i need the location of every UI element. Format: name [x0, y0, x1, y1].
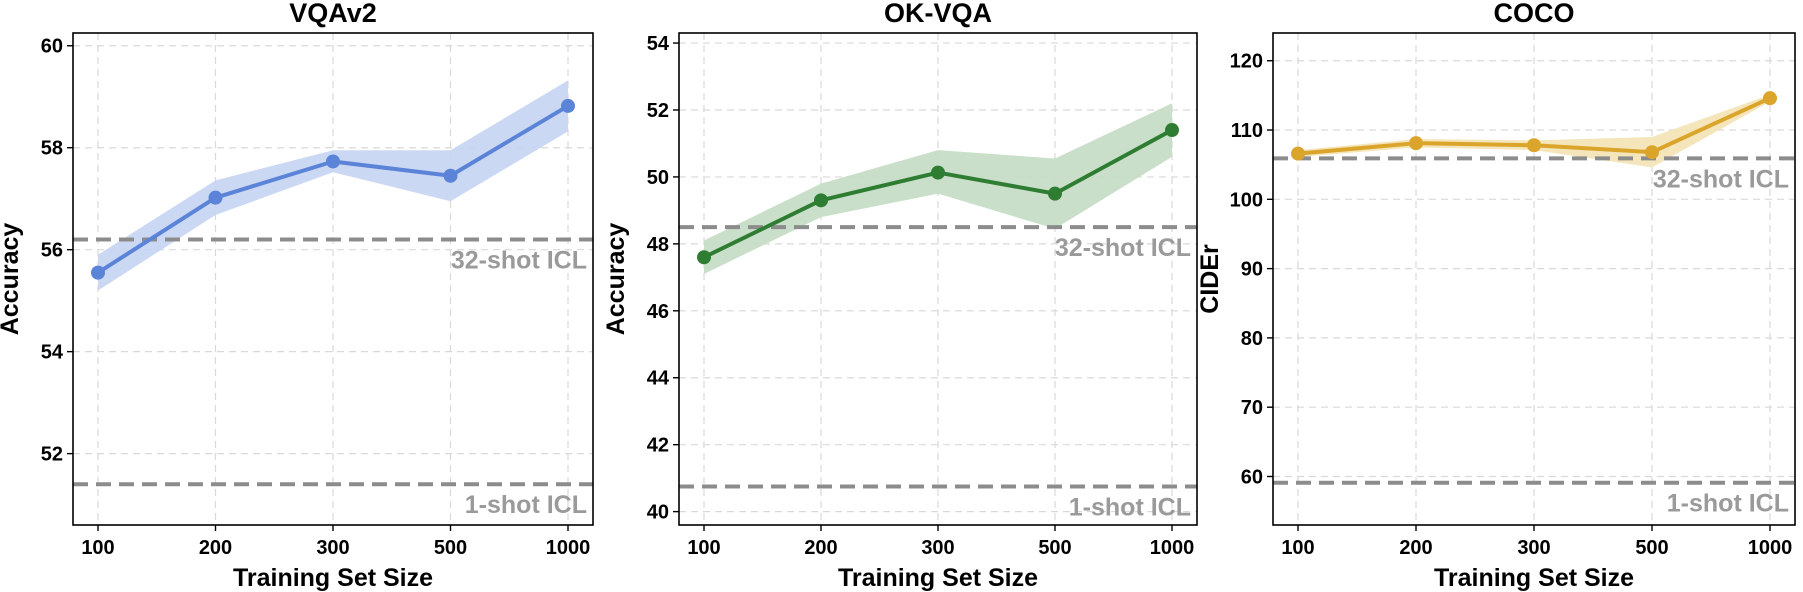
confidence-band [98, 80, 568, 291]
y-tick-label: 60 [1241, 466, 1263, 488]
y-axis-label: CIDEr [1196, 244, 1224, 314]
data-point [1409, 136, 1423, 151]
y-tick-label: 58 [41, 138, 63, 160]
x-tick-label: 200 [1399, 537, 1432, 559]
y-tick-label: 44 [647, 368, 670, 390]
y-tick-label: 120 [1230, 51, 1263, 73]
chart-panel-3: 32-shot ICL 1-shot ICL 60 70 80 90 100 110 120 10… [1196, 0, 1796, 592]
y-tick-label: 54 [647, 33, 670, 55]
y-axis-label: Accuracy [602, 223, 630, 336]
reference-line-label: 32-shot ICL [451, 246, 587, 274]
chart-title: COCO [1494, 0, 1575, 28]
y-tick-label: 40 [647, 502, 669, 524]
chart-title: VQAv2 [289, 0, 377, 28]
confidence-band [704, 103, 1172, 274]
data-point [697, 250, 711, 265]
data-point [561, 98, 575, 113]
y-tick-label: 70 [1241, 397, 1263, 419]
y-tick-label: 60 [41, 36, 63, 58]
reference-line-label: 32-shot ICL [1653, 165, 1789, 193]
y-tick-label: 56 [41, 240, 63, 262]
x-tick-label: 500 [1038, 537, 1071, 559]
data-point [91, 265, 105, 280]
data-point [1645, 145, 1659, 160]
y-tick-label: 100 [1230, 189, 1263, 211]
reference-line-label: 32-shot ICL [1055, 234, 1191, 262]
x-tick-label: 100 [1281, 537, 1314, 559]
chart-title: OK-VQA [884, 0, 992, 28]
x-tick-label: 1000 [546, 537, 591, 559]
data-point [1763, 91, 1777, 106]
reference-line-label: 1-shot ICL [1069, 494, 1191, 522]
x-tick-label: 200 [804, 537, 837, 559]
data-point [443, 168, 458, 183]
x-tick-label: 300 [921, 537, 954, 559]
chart-panel-2: 32-shot ICL 1-shot ICL 40 42 44 46 48 50 52 54 100… [602, 0, 1198, 592]
x-tick-label: 500 [1635, 537, 1668, 559]
x-tick-label: 100 [81, 537, 114, 559]
x-tick-label: 500 [434, 537, 467, 559]
x-axis-label: Training Set Size [233, 564, 433, 592]
x-tick-label: 300 [1517, 537, 1550, 559]
y-tick-label: 110 [1231, 120, 1263, 142]
data-point [326, 154, 340, 169]
y-tick-label: 52 [41, 444, 63, 466]
x-axis-label: Training Set Size [838, 564, 1038, 592]
x-tick-label: 100 [687, 537, 720, 559]
data-point [208, 190, 223, 205]
reference-line-label: 1-shot ICL [1667, 490, 1789, 518]
y-tick-label: 48 [647, 234, 669, 256]
chart-panel-1: 32-shot ICL 1-shot ICL 52 54 56 58 60 100 200 300… [0, 0, 594, 592]
x-tick-label: 1000 [1150, 537, 1195, 559]
y-tick-label: 50 [647, 167, 669, 189]
y-tick-label: 80 [1241, 328, 1263, 350]
y-axis-label: Accuracy [0, 223, 24, 336]
x-tick-label: 200 [199, 537, 232, 559]
data-point [814, 193, 828, 208]
x-tick-label: 300 [316, 537, 349, 559]
y-tick-label: 52 [647, 100, 669, 122]
data-point [1527, 138, 1541, 153]
data-point [931, 165, 945, 180]
data-point [1291, 146, 1305, 161]
data-point [1048, 186, 1062, 201]
reference-line-label: 1-shot ICL [465, 491, 587, 519]
y-tick-label: 90 [1241, 259, 1263, 281]
y-tick-label: 46 [647, 301, 669, 323]
y-tick-label: 54 [41, 342, 64, 364]
y-tick-label: 42 [647, 435, 669, 457]
data-point [1165, 123, 1179, 138]
x-tick-label: 1000 [1748, 537, 1793, 559]
x-axis-label: Training Set Size [1434, 564, 1634, 592]
